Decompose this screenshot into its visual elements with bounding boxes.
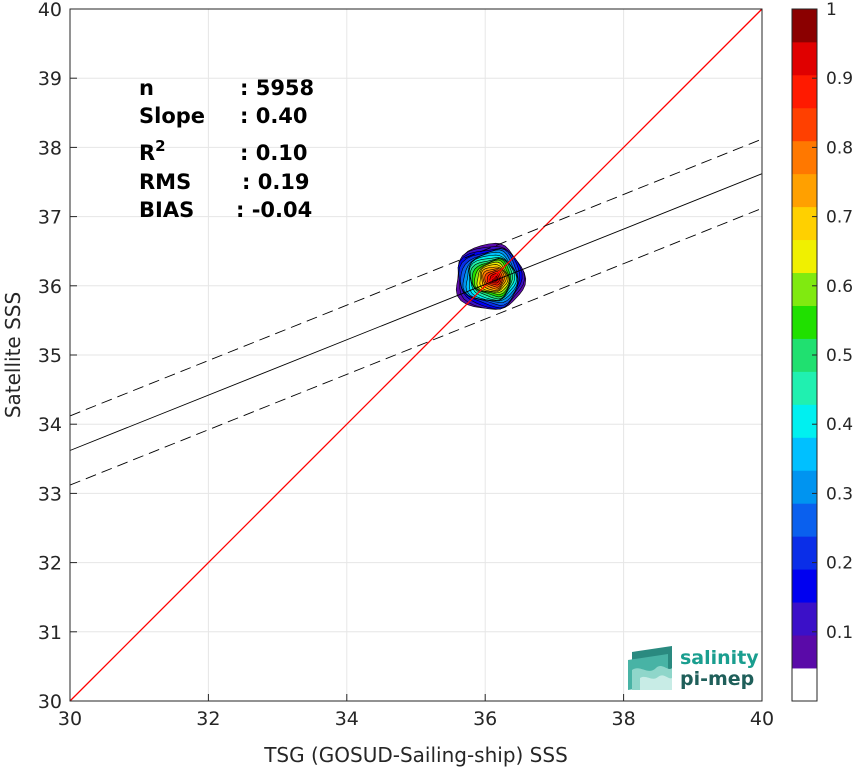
y-tick-label: 32 [38,553,62,575]
colorbar-tick-label: 0.1 [826,623,853,643]
colorbar-segment [792,503,817,537]
y-tick-label: 30 [38,691,62,713]
colorbar-segment [792,437,817,471]
colorbar-segment [792,536,817,570]
colorbar-segment [792,569,817,603]
x-tick-label: 38 [612,708,636,730]
x-tick-label: 36 [473,708,497,730]
colorbar-segment [792,668,817,702]
colorbar-segment [792,272,817,306]
colorbar-tick-label: 0.3 [826,484,853,504]
colorbar-segment [792,206,817,241]
colorbar-tick-label: 0.9 [826,69,853,89]
colorbar-tick-label: 1 [826,0,837,20]
colorbar-segment [792,635,817,669]
y-tick-label: 37 [38,207,62,229]
stat-value: : 0.10 [240,141,308,165]
colorbar-segment [792,404,817,438]
colorbar-segment [792,470,817,504]
y-tick-label: 38 [38,137,62,159]
x-axis-ticks: 30 32 34 36 38 40 [58,694,774,730]
stat-label: RMS [139,170,191,194]
colorbar-tick-label: 0.2 [826,554,853,574]
fit-lines [69,8,763,702]
colorbar-segment [792,9,817,43]
colorbar-segment [792,41,817,76]
x-tick-label: 40 [750,708,774,730]
stat-label: Slope [139,104,205,128]
confidence-line [69,207,763,486]
stat-value: : 5958 [240,76,314,100]
y-tick-label: 39 [38,68,62,90]
colorbar-segment [792,140,817,175]
stat-superscript: 2 [155,137,165,155]
colorbar-tick-label: 0.5 [826,346,853,366]
colorbar-ticks: 0.1 0.2 0.3 0.4 0.5 0.6 0.7 0.8 0.9 1 [812,0,853,643]
y-tick-label: 40 [38,0,62,21]
colorbar-tick-label: 0.6 [826,277,853,297]
y-tick-label: 35 [38,345,62,367]
logo-waves-icon [628,646,672,690]
logo-text-line1: salinity [680,647,759,669]
x-tick-label: 32 [196,708,220,730]
y-axis-label: Satellite SSS [1,292,25,418]
stat-label: R2 [139,137,166,165]
y-tick-label: 34 [38,414,62,436]
colorbar-segment [792,239,817,274]
colorbar [791,8,818,702]
colorbar-segment [792,74,817,109]
y-tick-label: 33 [38,483,62,505]
stat-label: BIAS [139,198,194,222]
density-contours [455,242,527,310]
y-tick-label: 31 [38,622,62,644]
colorbar-tick-label: 0.4 [826,415,853,435]
identity-line [69,8,763,702]
colorbar-segment [792,305,817,339]
salinity-pi-mep-logo: salinity pi-mep [628,646,759,690]
colorbar-segment [792,371,817,405]
stat-label: n [139,76,154,100]
stats-box: n : 5958 Slope : 0.40 R2 : 0.10 RMS : 0.19 BIAS:… [139,76,314,222]
colorbar-tick-label: 0.7 [826,208,853,228]
confidence-line [69,138,763,417]
x-axis-label: TSG (GOSUD-Sailing-ship) SSS [263,743,568,767]
stat-value: : -0.04 [236,198,312,222]
y-tick-label: 36 [38,276,62,298]
colorbar-segment [792,107,817,142]
stat-value: : 0.19 [242,170,310,194]
colorbar-segment [792,173,817,208]
colorbar-segment [792,602,817,636]
y-axis-ticks: 30 31 32 33 34 35 36 37 38 39 40 [38,0,77,713]
x-tick-label: 30 [58,708,82,730]
colorbar-tick-label: 0.8 [826,138,853,158]
logo-text-line2: pi-mep [680,668,754,690]
regression-line [69,173,763,451]
x-tick-label: 34 [335,708,359,730]
stat-value: : 0.40 [240,104,308,128]
